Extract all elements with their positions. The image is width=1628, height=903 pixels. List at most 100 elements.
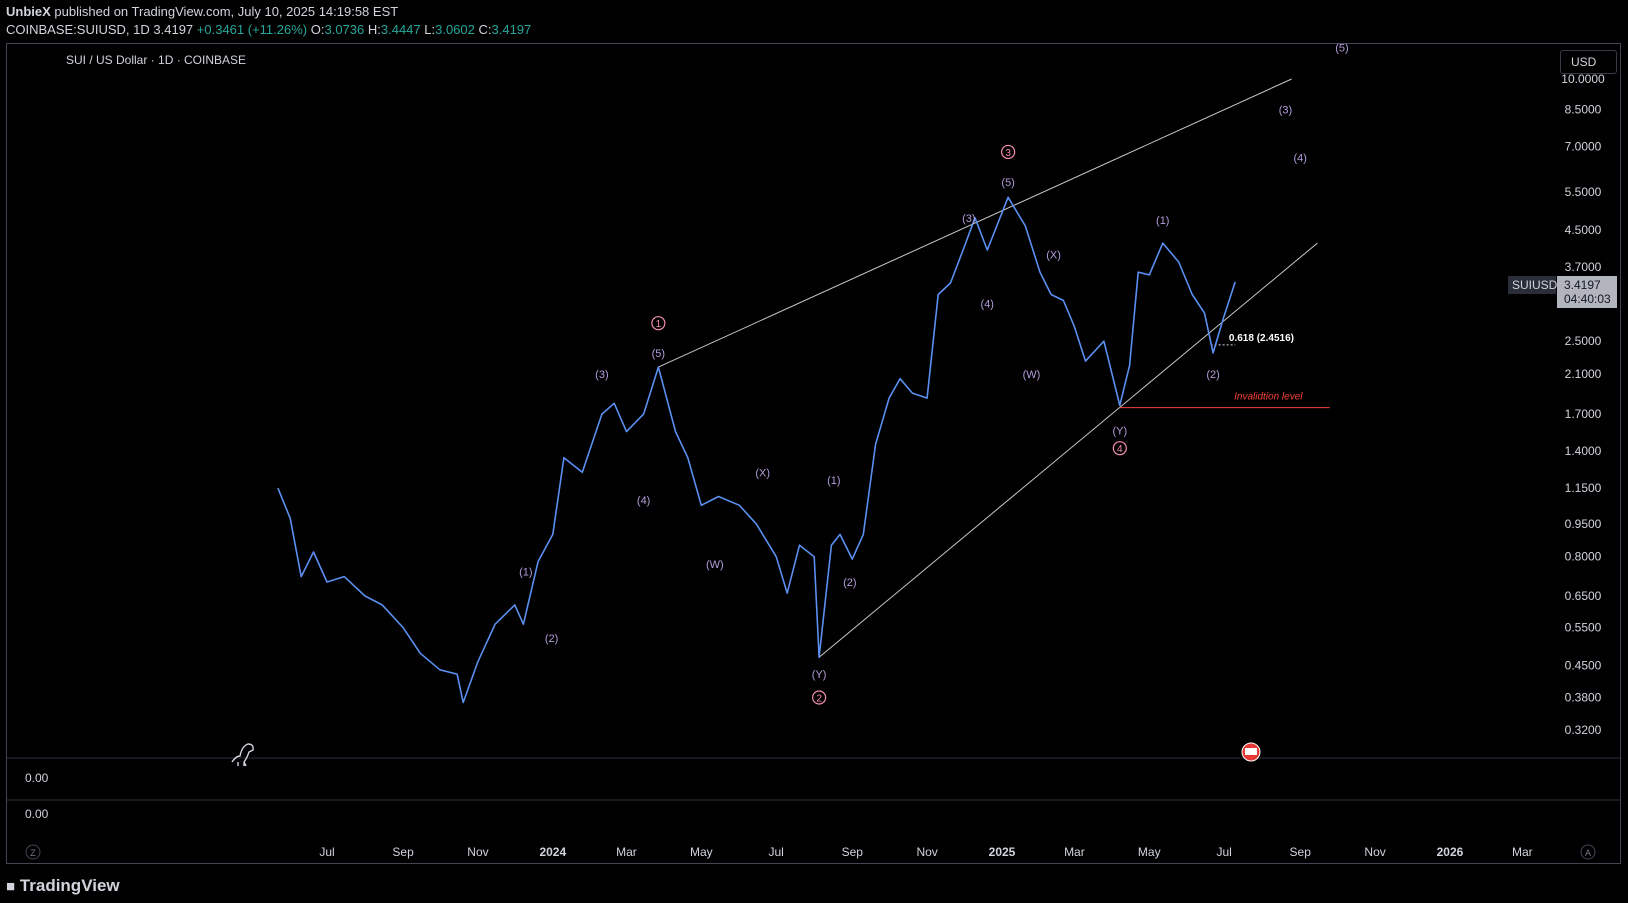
y-tick-label: 0.8000 [1565,550,1602,564]
wave-label: (W) [1023,369,1041,381]
x-tick-label: Mar [1064,845,1085,859]
wave-label: (Y) [1112,425,1127,437]
y-tick-label: 5.5000 [1565,185,1602,199]
bar-countdown: 04:40:03 [1564,292,1611,306]
x-tick-label: 2025 [989,845,1016,859]
trendline[interactable] [818,242,1318,658]
log-scale-toggle[interactable]: Z [30,848,36,858]
auto-scale-toggle-icon[interactable] [1580,844,1596,860]
major-wave-circle [1112,441,1127,456]
price-change: +0.3461 (+11.26%) [196,22,308,37]
current-price-tag: 3.4197 04:40:03 [1557,276,1617,308]
tradingview-logo-text: TradingView [19,876,120,895]
open-value: 3.0736 [324,22,365,37]
y-tick-label: 1.7000 [1565,407,1602,421]
wave-label: (4) [1294,153,1307,165]
chart-frame [6,43,1621,864]
y-tick-label: 2.1000 [1565,367,1602,381]
invalidation-label: Invalidtion level [1234,391,1303,402]
current-price: 3.4197 [1564,278,1601,292]
fib-label: 0.618 (2.4516) [1229,333,1294,344]
x-tick-label: Nov [467,845,488,859]
wave-label: (2) [545,633,558,645]
dinosaur-icon [231,743,254,767]
tradingview-logo-icon: ■ [6,878,16,895]
x-tick-label: May [690,845,713,859]
y-tick-label: 3.7000 [1565,260,1602,274]
y-tick-label: 0.4500 [1565,659,1602,673]
wave-label: (5) [1001,177,1014,189]
major-wave-circle [651,316,666,331]
y-tick-label: 4.5000 [1565,223,1602,237]
major-wave-label: 4 [1117,444,1123,455]
chart-title: SUI / US Dollar · 1D · COINBASE [66,53,247,67]
x-tick-label: Sep [392,845,414,859]
x-tick-label: 2024 [539,845,566,859]
wave-label: (3) [1279,105,1292,117]
wave-label: (Y) [812,669,827,681]
x-tick-label: May [1138,845,1161,859]
wave-label: (X) [755,467,770,479]
oscillator-value: 0.00 [25,771,49,785]
wave-label: (1) [827,475,840,487]
published-text: published on TradingView.com, July 10, 2… [54,4,399,19]
us-flag-stripe-icon [1245,748,1257,755]
symbol-label: COINBASE:SUIUSD, 1D [6,22,150,37]
trendline[interactable] [658,78,1292,368]
y-tick-label: 7.0000 [1565,139,1602,153]
wave-label: (1) [1156,215,1169,227]
y-tick-label: 8.5000 [1565,103,1602,117]
y-tick-label: 0.9500 [1565,517,1602,531]
symbol-tag: SUIUSD [1508,276,1557,294]
x-tick-label: Jul [1216,845,1231,859]
wave-label: (1) [519,566,532,578]
auto-scale-toggle[interactable]: A [1585,848,1591,858]
oscillator-value: 0.00 [25,807,49,821]
wave-label: (3) [595,369,608,381]
y-tick-label: 0.6500 [1565,589,1602,603]
x-tick-label: Sep [842,845,864,859]
wave-label: (W) [706,559,724,571]
publisher-name[interactable]: UnbieX [6,4,51,19]
ohlc-bar: COINBASE:SUIUSD, 1D 3.4197 +0.3461 (+11.… [6,22,531,37]
high-label: H: [367,22,381,37]
low-label: L: [424,22,436,37]
major-wave-label: 1 [656,319,662,330]
price-series-line[interactable] [277,196,1236,704]
major-wave-label: 3 [1005,148,1011,159]
wave-label: (5) [1335,43,1348,55]
wave-label: (4) [637,495,650,507]
x-tick-label: 2026 [1437,845,1464,859]
close-value: 3.4197 [491,22,532,37]
y-tick-label: 1.1500 [1565,481,1602,495]
major-wave-label: 2 [816,693,822,704]
wave-label: (2) [843,577,856,589]
currency-button[interactable]: USD [1560,50,1617,74]
x-tick-label: Nov [1364,845,1385,859]
wave-label: (2) [1206,369,1219,381]
last-price: 3.4197 [153,22,194,37]
y-tick-label: 10.0000 [1561,72,1605,86]
x-tick-label: Mar [1512,845,1533,859]
tradingview-logo[interactable]: ■ TradingView [6,876,120,896]
high-value: 3.4447 [380,22,421,37]
wave-label: (4) [981,299,994,311]
x-tick-label: Jul [769,845,784,859]
low-value: 3.0602 [435,22,475,37]
wave-label: (X) [1046,250,1061,262]
major-wave-circle [812,690,827,705]
y-tick-label: 1.4000 [1565,444,1602,458]
x-tick-label: Mar [616,845,637,859]
log-scale-toggle-icon[interactable] [25,844,41,860]
close-label: C: [478,22,492,37]
y-tick-label: 0.3800 [1565,690,1602,704]
x-tick-label: Sep [1290,845,1312,859]
y-tick-label: 0.5500 [1565,621,1602,635]
y-tick-label: 2.5000 [1565,334,1602,348]
major-wave-circle [1001,144,1016,160]
wave-label: (3) [962,213,975,225]
open-label: O: [310,22,325,37]
wave-label: (5) [652,348,665,360]
y-tick-label: 0.3200 [1565,723,1602,737]
